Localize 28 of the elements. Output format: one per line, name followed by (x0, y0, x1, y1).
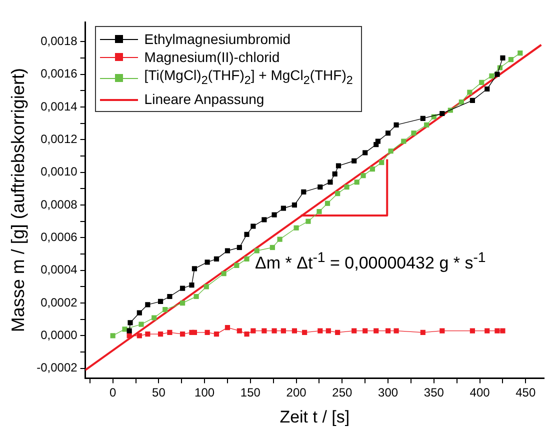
x-tick-label: 200 (286, 386, 307, 400)
x-tick-label: 350 (424, 386, 444, 400)
y-tick-label: 0,0010 (40, 164, 78, 179)
y-tick-label: 0,0006 (40, 230, 78, 244)
y-tick-label: 0,0014 (40, 99, 78, 114)
x-tick-label: 400 (470, 386, 490, 400)
y-tick-label: 0,0008 (40, 197, 78, 212)
y-tick-label: 0,0012 (40, 132, 78, 146)
x-tick-label: 300 (378, 386, 398, 400)
y-tick-label: -0,0002 (36, 360, 78, 375)
x-tick-label: 450 (516, 386, 536, 400)
x-tick-label: 250 (332, 386, 353, 400)
x-tick-label: 0 (109, 386, 116, 400)
y-tick-label: 0,0000 (40, 328, 78, 342)
legend-label: Ethylmagnesiumbromid (144, 30, 291, 48)
x-tick-label: 150 (240, 386, 261, 400)
x-tick-label: 100 (194, 386, 215, 400)
y-tick-label: 0,0018 (40, 34, 78, 48)
annotation: Δm * Δt$^{-1}$ = 0,00000432 g * s$^{-1}$ (255, 250, 486, 274)
y-tick-label: 0,0004 (40, 262, 78, 277)
legend-label: Magnesium(II)-chlorid (144, 48, 280, 66)
legend-label: [Ti(MgCl)$_{2}$(THF)$_{2}$] + MgCl$_{2}$(THF)$_{2}$ (144, 66, 353, 89)
x-tick-label: 50 (152, 386, 166, 400)
legend-label: Lineare Anpassung (144, 90, 264, 108)
y-axis-title: Masse m / [g] (auftriebskorrigiert) (8, 68, 28, 332)
y-tick-label: 0,0002 (40, 295, 78, 310)
y-tick-label: 0,0016 (40, 66, 78, 81)
x-axis-title: Zeit t / [s] (280, 407, 350, 426)
